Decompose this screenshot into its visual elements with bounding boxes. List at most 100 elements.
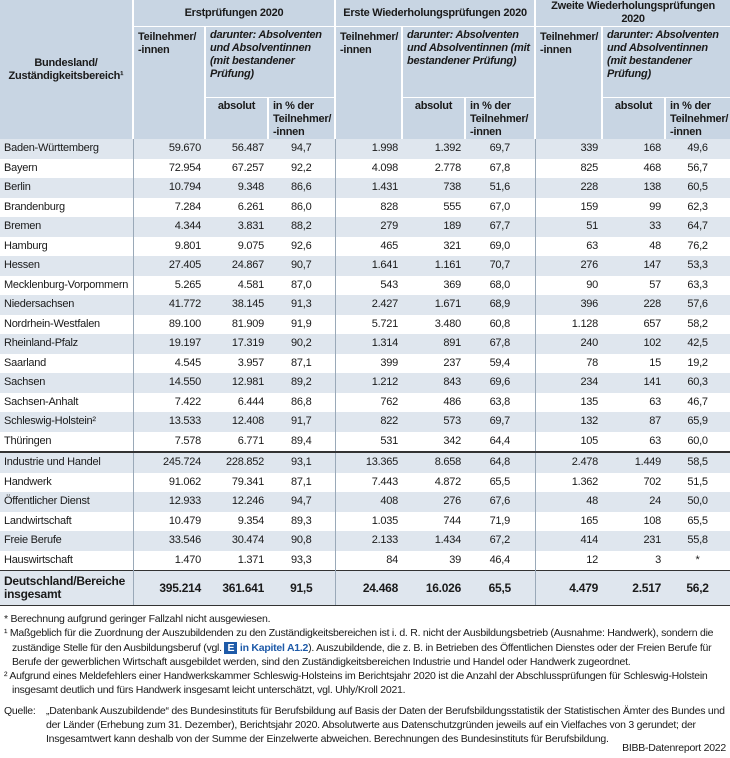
cell: 67,8 xyxy=(465,334,536,354)
cell: 24.867 xyxy=(205,256,268,276)
cell: 7.422 xyxy=(132,392,205,412)
cell: 67.257 xyxy=(231,161,264,174)
table-body: Baden-Württemberg 59.670 56.487 94,7 1.998 1.… xyxy=(0,139,730,606)
table-row: Brandenburg 7.284 6.261 86,0 828 555 67,0 159 99… xyxy=(0,197,730,217)
cell: 843 xyxy=(402,373,466,393)
cell: 24.468 xyxy=(334,570,403,606)
cell: 60,3 xyxy=(665,373,730,393)
cell: 86,8 xyxy=(291,395,312,408)
cell: 63,8 xyxy=(489,395,511,408)
table-row: Mecklenburg-Vorpommern 5.265 4.581 87,0 543 3… xyxy=(0,275,730,295)
cell: 10.794 xyxy=(132,178,205,198)
table-row: Sachsen 14.550 12.981 89,2 1.212 843 69,6 234 14… xyxy=(0,373,730,393)
row-label: Deutschland/Bereiche insgesamt xyxy=(0,570,133,606)
cell: 2.427 xyxy=(334,295,403,315)
row-label: Mecklenburg-Vorpommern xyxy=(4,278,129,291)
cell: 69,7 xyxy=(465,412,536,432)
cell: 67,8 xyxy=(489,161,511,174)
cell: 87,1 xyxy=(291,356,312,369)
cell: 59.670 xyxy=(132,139,205,159)
cell: 65,5 xyxy=(489,475,511,488)
cell: 13.533 xyxy=(132,412,205,432)
row-label: Niedersachsen xyxy=(0,295,133,315)
table-row: Bremen 4.344 3.831 88,2 279 189 67,7 51 33 64,7 xyxy=(0,217,730,237)
cell: 4.545 xyxy=(132,353,205,373)
cell: 237 xyxy=(443,356,462,369)
cell: 56.487 xyxy=(205,139,268,159)
cell: 1.314 xyxy=(334,334,403,354)
cell: 60,8 xyxy=(489,317,511,330)
cell: 19,2 xyxy=(687,356,708,369)
cell: 555 xyxy=(443,200,462,213)
cell: 69,6 xyxy=(465,373,536,393)
cell: 60,5 xyxy=(665,178,730,198)
cell: 159 xyxy=(534,197,603,217)
cell: 70,7 xyxy=(465,256,536,276)
cell: 5.721 xyxy=(334,314,403,334)
cell: 6.771 xyxy=(237,434,265,447)
cell: 825 xyxy=(534,158,603,178)
cell: 33 xyxy=(602,217,666,237)
cell: 63 xyxy=(534,236,603,256)
cell: 1.371 xyxy=(237,553,265,566)
table-row: Handwerk 91.062 79.341 87,1 7.443 4.872 65,5 1.… xyxy=(0,472,730,492)
table-row: Rheinland-Pfalz 19.197 17.319 90,2 1.314 891 6… xyxy=(0,334,730,354)
row-label: Landwirtschaft xyxy=(4,514,72,527)
row-label: Thüringen xyxy=(4,434,52,447)
cell: 4.098 xyxy=(334,158,403,178)
header-cell: absolut xyxy=(601,97,666,139)
cell: 58,2 xyxy=(687,317,708,330)
cell: 105 xyxy=(534,431,603,452)
cell: 89,2 xyxy=(268,373,336,393)
cell: 51 xyxy=(534,217,603,237)
cell: 99 xyxy=(649,200,662,213)
cell: 13.365 xyxy=(334,451,403,473)
table-row: Deutschland/Bereiche insgesamt 395.214 361… xyxy=(0,570,730,606)
footnote: ² Aufgrund eines Meldefehlers einer Hand… xyxy=(4,670,708,697)
cell: 48 xyxy=(534,492,603,512)
cell: 135 xyxy=(534,392,603,412)
cell: 67,6 xyxy=(465,492,536,512)
cell: 89,3 xyxy=(291,514,312,527)
row-label: Baden-Württemberg xyxy=(0,139,133,159)
cell: 2.133 xyxy=(334,531,403,551)
row-label: Industrie und Handel xyxy=(0,451,133,473)
cell: 69,7 xyxy=(465,139,536,159)
row-label: Öffentlicher Dienst xyxy=(0,492,133,512)
source-text: „Datenbank Auszubildende“ des Bundesinst… xyxy=(46,704,725,746)
row-label: Handwerk xyxy=(4,475,52,488)
cell: 64,4 xyxy=(489,434,511,447)
row-label: Rheinland-Pfalz xyxy=(0,334,133,354)
row-label: Bremen xyxy=(0,217,133,237)
cell: 89.100 xyxy=(132,314,205,334)
table-row: Öffentlicher Dienst 12.933 12.246 94,7 408 27… xyxy=(0,492,730,512)
link[interactable]: in Kapitel A1.2 xyxy=(239,641,309,654)
cell: 91,9 xyxy=(291,317,312,330)
cell: 168 xyxy=(602,139,666,159)
footnote: ¹ Maßgeblich für die Zuordnung der Auszu… xyxy=(4,626,726,669)
cell: 228 xyxy=(534,178,603,198)
cell: 69,0 xyxy=(489,239,511,252)
cell: 65,9 xyxy=(665,412,730,432)
cell: 56,2 xyxy=(665,570,730,606)
cell: 4.344 xyxy=(132,217,205,237)
cell: 543 xyxy=(334,275,403,295)
cell: 86,0 xyxy=(291,200,312,213)
cell: 38.145 xyxy=(205,295,268,315)
cell: 234 xyxy=(534,373,603,393)
cell: 86,6 xyxy=(268,178,336,198)
cell: 762 xyxy=(334,392,403,412)
cell: 91.062 xyxy=(132,472,205,492)
cell: 414 xyxy=(534,531,603,551)
cell: 1.035 xyxy=(334,511,403,531)
cell: 57 xyxy=(649,278,662,291)
table-row: Freie Berufe 33.546 30.474 90,8 2.133 1.434 67… xyxy=(0,531,730,551)
cell: 90,2 xyxy=(268,334,336,354)
cell: 62,3 xyxy=(687,200,708,213)
source-label: Quelle: xyxy=(4,704,36,717)
cell: 51,5 xyxy=(687,475,708,488)
cell: 189 xyxy=(402,217,466,237)
cell: 87,1 xyxy=(291,475,312,488)
cell: 228.852 xyxy=(205,451,268,473)
